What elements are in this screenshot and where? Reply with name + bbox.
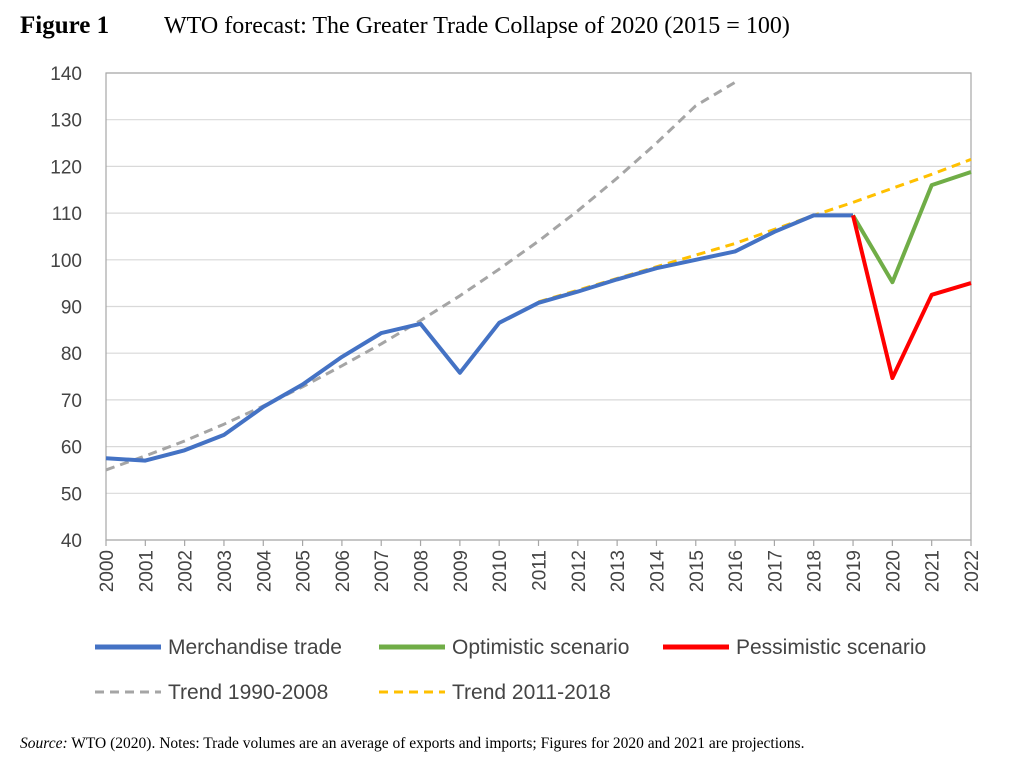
x-tick-label: 2009: [451, 550, 472, 592]
legend-label: Pessimistic scenario: [736, 636, 926, 659]
x-tick-label: 2011: [530, 550, 551, 591]
x-axis-ticks: 2000 2001 2002 2003 2004 2005 2006 2007 2008 2009…: [97, 540, 983, 592]
x-tick-label: 2013: [608, 550, 629, 592]
figure-label: Figure 1: [20, 12, 110, 39]
y-tick-label: 40: [61, 531, 82, 552]
series-line-trend-2011-2018: [538, 157, 972, 304]
y-tick-label: 140: [50, 64, 82, 85]
legend-label: Optimistic scenario: [452, 636, 629, 659]
y-tick-label: 80: [61, 344, 82, 365]
figure-header: Figure 1 WTO forecast: The Greater Trade…: [20, 12, 1010, 46]
x-tick-label: 2000: [97, 550, 118, 592]
legend: Merchandise trade Optimistic scenario Pess…: [95, 636, 926, 704]
x-tick-label: 2018: [805, 550, 826, 592]
x-tick-label: 2004: [254, 550, 275, 593]
x-tick-label: 2022: [962, 550, 983, 592]
x-tick-label: 2007: [372, 550, 393, 592]
x-tick-label: 2001: [136, 550, 157, 592]
x-tick-label: 2012: [569, 550, 590, 592]
legend-label: Merchandise trade: [168, 636, 342, 659]
x-tick-label: 2005: [294, 550, 315, 592]
x-tick-label: 2017: [765, 550, 786, 592]
x-tick-label: 2015: [687, 550, 708, 592]
y-tick-label: 50: [61, 484, 82, 505]
y-tick-label: 70: [61, 391, 82, 412]
source-label: Source:: [20, 735, 68, 752]
series-lines: [105, 81, 972, 472]
x-tick-label: 2006: [333, 550, 354, 592]
x-tick-label: 2016: [726, 550, 747, 592]
series-line-pessimistic-scenario: [851, 214, 972, 380]
y-tick-label: 130: [50, 111, 82, 132]
source-text: WTO (2020). Notes: Trade volumes are an …: [67, 735, 805, 752]
source-note: Source: WTO (2020). Notes: Trade volumes…: [20, 735, 1010, 753]
x-tick-label: 2003: [215, 550, 236, 592]
series-line-trend-1990-2008: [105, 81, 736, 472]
y-tick-label: 60: [61, 438, 82, 459]
legend-label: Trend 1990-2008: [168, 681, 328, 704]
y-tick-label: 120: [50, 157, 82, 178]
x-tick-label: 2021: [923, 550, 944, 592]
x-tick-label: 2020: [883, 550, 904, 592]
line-chart: 40 50 60 70 80 90 100 110 120 130 140 2000 2001 2002…: [50, 64, 983, 704]
series-line-merchandise-trade: [105, 213, 853, 463]
x-tick-label: 2010: [490, 550, 511, 592]
x-tick-label: 2008: [412, 550, 433, 592]
x-tick-label: 2019: [844, 550, 865, 592]
y-tick-label: 90: [61, 298, 82, 319]
y-tick-label: 110: [52, 204, 82, 225]
legend-label: Trend 2011-2018: [452, 681, 611, 704]
x-tick-label: 2002: [176, 550, 197, 592]
y-tick-label: 100: [50, 251, 82, 272]
x-tick-label: 2014: [647, 550, 668, 593]
series-line-optimistic-scenario: [851, 170, 972, 285]
figure-title: WTO forecast: The Greater Trade Collapse…: [164, 13, 790, 39]
y-axis-ticks: 40 50 60 70 80 90 100 110 120 130 140: [50, 64, 82, 552]
gridlines: [106, 72, 971, 541]
